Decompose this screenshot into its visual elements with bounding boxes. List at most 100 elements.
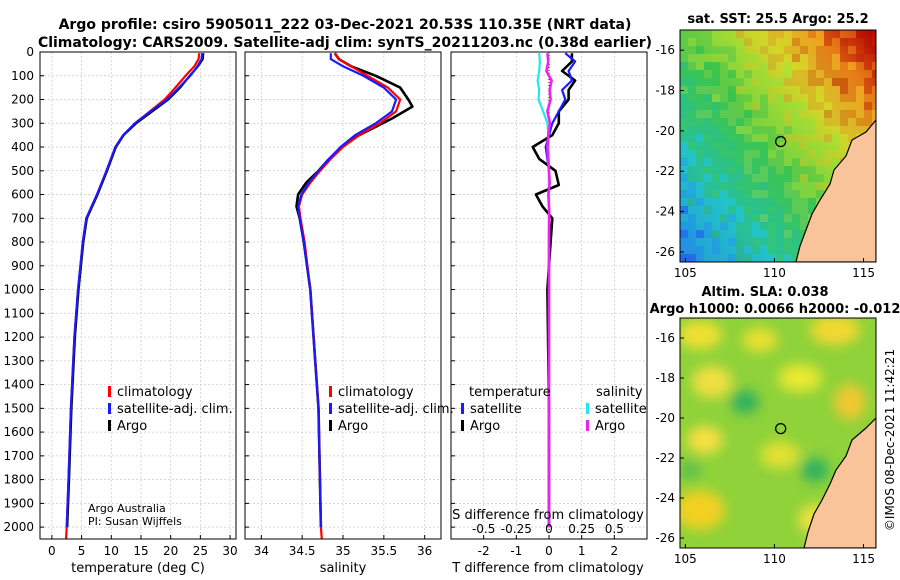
sst-cell: [736, 142, 744, 150]
sst-cell: [816, 78, 824, 86]
sst-cell: [752, 38, 760, 46]
sst-cell: [784, 46, 792, 54]
xtick-label: 35: [335, 544, 350, 558]
ytick-label: 500: [11, 164, 34, 178]
sst-cell: [736, 158, 744, 166]
sst-cell: [760, 246, 768, 254]
sst-cell: [752, 166, 760, 174]
sst-cell: [784, 110, 792, 118]
sst-cell: [776, 206, 784, 214]
sst-cell: [744, 54, 752, 62]
sst-cell: [792, 126, 800, 134]
sst-cell: [680, 118, 688, 126]
sst-cell: [768, 118, 776, 126]
sst-cell: [832, 158, 840, 166]
sst-cell: [744, 142, 752, 150]
sst-cell: [792, 94, 800, 102]
xtick-label: 34.5: [289, 544, 316, 558]
sst-cell: [680, 142, 688, 150]
sst-cell: [712, 254, 720, 262]
salinity-diff-tick-label: 0.25: [568, 522, 595, 536]
sst-cell: [768, 190, 776, 198]
sst-cell: [872, 102, 876, 110]
sst-cell: [688, 78, 696, 86]
sst-cell: [704, 94, 712, 102]
sst-cell: [744, 222, 752, 230]
legend-swatch-s-argo: [586, 420, 589, 431]
sst-cell: [736, 110, 744, 118]
sst-cell: [696, 54, 704, 62]
sst-map-ticks: 105 110 115 -16 -18 -20 -22 -24 -26: [655, 43, 875, 280]
sst-cell: [824, 38, 832, 46]
sst-cell: [704, 198, 712, 206]
sst-cell: [776, 86, 784, 94]
sst-cell: [800, 94, 808, 102]
sst-cell: [800, 86, 808, 94]
xtick-label: 5: [78, 544, 86, 558]
sst-cell: [760, 142, 768, 150]
sst-cell: [768, 78, 776, 86]
sst-cell: [776, 94, 784, 102]
sst-cell: [752, 134, 760, 142]
sst-cell: [712, 110, 720, 118]
sst-cell: [752, 158, 760, 166]
sst-cell: [688, 70, 696, 78]
sst-cell: [760, 102, 768, 110]
figure-title-line1: Argo profile: csiro 5905011_222 03-Dec-2…: [59, 17, 632, 33]
sst-cell: [680, 110, 688, 118]
sst-cell: [712, 174, 720, 182]
sst-cell: [760, 46, 768, 54]
sst-cell: [848, 134, 856, 142]
sst-cell: [704, 238, 712, 246]
sst-cell: [752, 54, 760, 62]
sst-cell: [816, 142, 824, 150]
sst-cell: [784, 94, 792, 102]
sst-cell: [816, 54, 824, 62]
sst-cell: [752, 94, 760, 102]
sst-cell: [808, 118, 816, 126]
sst-cell: [832, 70, 840, 78]
sst-cell: [872, 46, 876, 54]
map-ytick-label: -26: [655, 245, 675, 259]
sst-cell: [744, 214, 752, 222]
sst-cell: [688, 46, 696, 54]
sst-cell: [744, 126, 752, 134]
sst-cell: [784, 222, 792, 230]
salinity-profile-panel: 34 34.5 35 35.5 36 salinity climatology sate…: [244, 51, 454, 576]
sla-map-field: [680, 318, 876, 548]
sst-cell: [712, 150, 720, 158]
sst-cell: [768, 182, 776, 190]
sst-cell: [848, 30, 856, 38]
salinity-legend: climatology satellite-adj. clim. Argo: [329, 385, 454, 434]
sst-cell: [816, 38, 824, 46]
sst-map-panel: sat. SST: 25.5 Argo: 25.2 105 110 115 -16 -1…: [655, 12, 877, 280]
ytick-label: 900: [11, 259, 34, 273]
sst-cell: [776, 214, 784, 222]
difference-profile-panel: -2 -1 0 1 2 T difference from climatology S …: [450, 51, 648, 576]
sst-cell: [856, 126, 864, 134]
sst-cell: [864, 62, 872, 70]
salinity-diff-tick-label: 0: [545, 522, 553, 536]
sst-cell: [784, 254, 792, 262]
sst-cell: [800, 214, 808, 222]
sla-map-title-line1: Altim. SLA: 0.038: [702, 285, 829, 300]
map-ytick-label: -26: [655, 531, 675, 545]
sst-cell: [816, 182, 824, 190]
series-t-argo: [531, 53, 577, 528]
sst-cell: [784, 238, 792, 246]
sst-cell: [808, 78, 816, 86]
difference-legend: temperature salinity satellite Argo sate…: [461, 385, 647, 434]
sst-cell: [808, 150, 816, 158]
sst-cell: [728, 126, 736, 134]
sst-cell: [752, 174, 760, 182]
sst-cell: [696, 150, 704, 158]
ytick-label: 1300: [3, 354, 34, 368]
sst-cell: [768, 198, 776, 206]
sst-cell: [840, 134, 848, 142]
sst-cell: [696, 78, 704, 86]
sst-cell: [744, 254, 752, 262]
sst-cell: [736, 134, 744, 142]
sst-cell: [696, 134, 704, 142]
sla-map-frame: [679, 317, 877, 549]
sst-cell: [696, 182, 704, 190]
